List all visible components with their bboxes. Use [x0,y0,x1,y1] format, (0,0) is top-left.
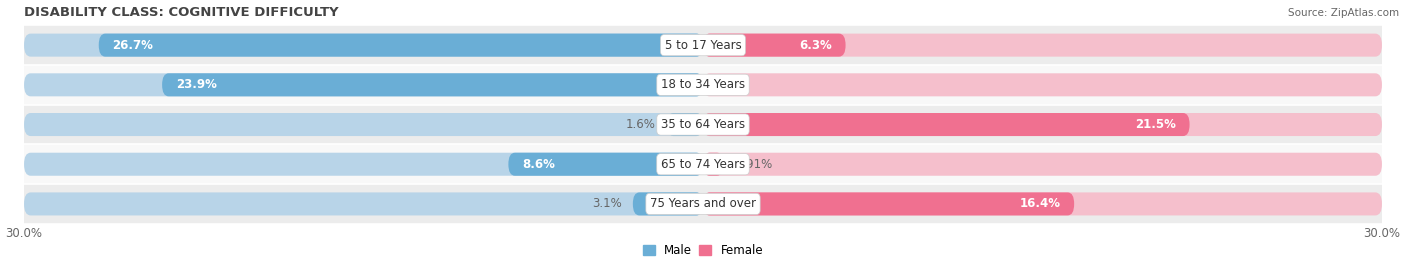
Text: 21.5%: 21.5% [1135,118,1175,131]
FancyBboxPatch shape [633,192,703,215]
FancyBboxPatch shape [24,25,1382,65]
FancyBboxPatch shape [703,153,724,176]
FancyBboxPatch shape [703,113,1382,136]
FancyBboxPatch shape [703,34,1382,57]
FancyBboxPatch shape [24,34,703,57]
FancyBboxPatch shape [703,113,1189,136]
Text: 0.91%: 0.91% [735,158,772,171]
Text: Source: ZipAtlas.com: Source: ZipAtlas.com [1288,8,1399,18]
FancyBboxPatch shape [509,153,703,176]
Text: 65 to 74 Years: 65 to 74 Years [661,158,745,171]
Text: 8.6%: 8.6% [522,158,555,171]
FancyBboxPatch shape [703,192,1382,215]
Legend: Male, Female: Male, Female [638,239,768,261]
FancyBboxPatch shape [24,144,1382,184]
Text: 75 Years and over: 75 Years and over [650,197,756,210]
FancyBboxPatch shape [24,153,703,176]
Text: 5 to 17 Years: 5 to 17 Years [665,39,741,52]
Text: 18 to 34 Years: 18 to 34 Years [661,78,745,91]
Text: 26.7%: 26.7% [112,39,153,52]
FancyBboxPatch shape [703,34,845,57]
Text: 1.6%: 1.6% [626,118,655,131]
FancyBboxPatch shape [24,65,1382,105]
FancyBboxPatch shape [24,184,1382,224]
Text: 16.4%: 16.4% [1019,197,1060,210]
FancyBboxPatch shape [98,34,703,57]
Text: DISABILITY CLASS: COGNITIVE DIFFICULTY: DISABILITY CLASS: COGNITIVE DIFFICULTY [24,6,339,19]
Text: 6.3%: 6.3% [799,39,832,52]
FancyBboxPatch shape [24,192,703,215]
FancyBboxPatch shape [703,192,1074,215]
FancyBboxPatch shape [24,73,703,96]
FancyBboxPatch shape [24,105,1382,144]
Text: 35 to 64 Years: 35 to 64 Years [661,118,745,131]
FancyBboxPatch shape [703,153,1382,176]
Text: 0.0%: 0.0% [714,78,744,91]
Text: 23.9%: 23.9% [176,78,217,91]
FancyBboxPatch shape [666,113,703,136]
Text: 3.1%: 3.1% [592,197,621,210]
FancyBboxPatch shape [703,73,1382,96]
FancyBboxPatch shape [24,113,703,136]
FancyBboxPatch shape [162,73,703,96]
